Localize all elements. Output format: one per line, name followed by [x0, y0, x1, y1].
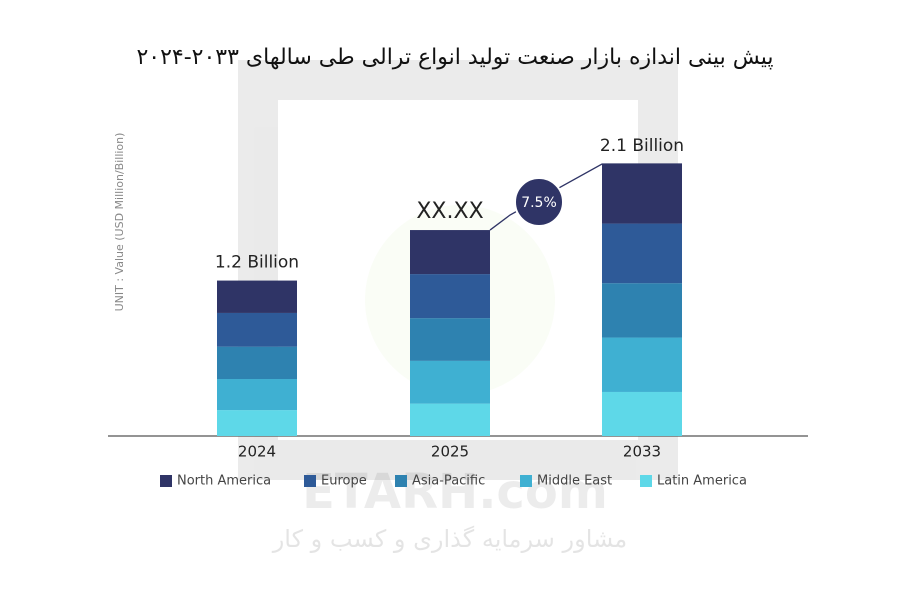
- legend-label: North America: [177, 474, 271, 489]
- x-tick-label: 2025: [431, 443, 469, 461]
- x-tick-label: 2024: [238, 443, 276, 461]
- watermark-text: ETARH.com: [302, 464, 608, 520]
- bar-segment: [217, 312, 297, 347]
- legend-label: Latin America: [657, 474, 747, 489]
- bar-segment: [217, 280, 297, 313]
- legend-label: Europe: [321, 474, 367, 489]
- total-label: 1.2 Billion: [215, 253, 299, 273]
- bar-segment: [410, 274, 490, 319]
- bar-segment: [410, 230, 490, 275]
- bar-segment: [602, 223, 682, 284]
- bar-segment: [217, 346, 297, 380]
- legend-swatch: [160, 475, 172, 487]
- chart-title: پیش بینی اندازه بازار صنعت تولید انواع ت…: [136, 45, 773, 70]
- legend-swatch: [304, 475, 316, 487]
- total-label: 2.1 Billion: [600, 136, 684, 156]
- bar-segment: [602, 164, 682, 224]
- watermark-subtext: مشاور سرمایه گذاری و کسب و کار: [272, 525, 628, 553]
- legend-label: Asia-Pacific: [412, 474, 485, 489]
- bar-segment: [602, 337, 682, 392]
- growth-badge: [514, 177, 564, 227]
- bar-segment: [602, 283, 682, 338]
- bar-segment: [410, 360, 490, 404]
- legend-label: Middle East: [537, 474, 612, 489]
- legend-swatch: [520, 475, 532, 487]
- bar-segment: [602, 391, 682, 436]
- bar-segment: [217, 410, 297, 436]
- growth-label: 7.5%: [521, 195, 557, 211]
- y-axis-label: UNIT : Value (USD Million/Billion): [113, 133, 126, 312]
- bar-segment: [410, 318, 490, 361]
- legend-swatch: [640, 475, 652, 487]
- bar-segment: [410, 403, 490, 436]
- legend-swatch: [395, 475, 407, 487]
- total-label: XX.XX: [416, 199, 483, 224]
- x-tick-label: 2033: [623, 443, 661, 461]
- bar-segment: [217, 379, 297, 411]
